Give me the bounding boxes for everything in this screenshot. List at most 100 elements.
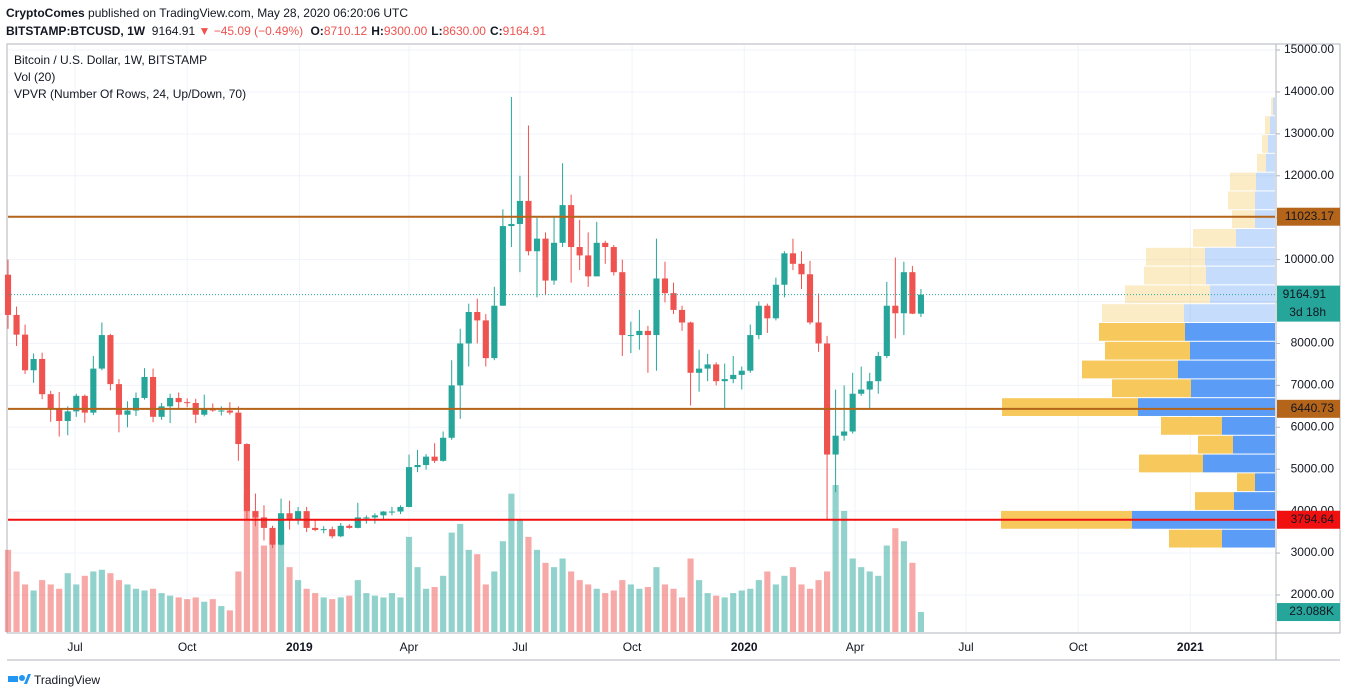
candle-body <box>380 511 387 516</box>
ohlc-label: L: <box>431 24 443 38</box>
volume-bar <box>380 597 387 632</box>
candle-body <box>175 397 182 403</box>
candle-body <box>226 410 233 413</box>
candle-body <box>696 368 703 373</box>
candle-body <box>431 456 438 461</box>
volume-bar <box>619 580 626 632</box>
vpvr-down <box>1144 266 1206 285</box>
volume-bar <box>141 590 148 632</box>
candle-body <box>465 312 472 344</box>
volume-bar <box>431 587 438 632</box>
volume-bar <box>73 584 80 632</box>
last-price-label: 9164.91 <box>1283 287 1327 301</box>
volume-bar <box>269 536 276 632</box>
volume-bar <box>798 584 805 632</box>
ohlc-value: 9300.00 <box>383 24 428 38</box>
candle-body <box>516 200 524 224</box>
volume-bar <box>670 588 677 632</box>
volume-bar <box>661 584 669 632</box>
volume-bar <box>738 590 745 632</box>
volume-bar <box>226 610 233 632</box>
volume-box <box>1277 603 1340 622</box>
vpvr-up <box>1255 210 1275 229</box>
candle-body <box>670 293 677 310</box>
volume-bar <box>346 595 353 632</box>
candle-body <box>883 305 890 357</box>
volume-bar <box>218 606 225 632</box>
y-tick-label: 12000.00 <box>1284 168 1334 182</box>
y-tick-label: 6000.00 <box>1291 419 1335 433</box>
candle-body <box>260 517 268 528</box>
candle-body <box>90 368 97 413</box>
volume-bar <box>704 593 711 632</box>
y-tick-label: 14000.00 <box>1284 84 1334 98</box>
candle-body <box>849 393 856 432</box>
volume-bar <box>184 599 191 632</box>
volume-bar <box>568 571 575 632</box>
volume-bar <box>781 575 788 632</box>
volume-bar <box>320 597 327 632</box>
volume-bar <box>124 584 131 632</box>
candle-body <box>909 272 916 314</box>
candle-body <box>64 411 71 422</box>
candle-body <box>610 247 617 273</box>
volume-bar <box>806 588 814 632</box>
vpvr-down <box>1099 322 1185 341</box>
candle-body <box>337 525 344 537</box>
ohlc-label: H: <box>371 24 384 38</box>
frame <box>6 43 1341 634</box>
volume-bar <box>414 567 421 632</box>
y-tick-label: 15000.00 <box>1284 42 1334 56</box>
volume-bar <box>465 549 472 632</box>
x-tick-label: Apr <box>400 640 419 654</box>
vpvr-down <box>1169 529 1222 548</box>
candle-body <box>644 330 651 336</box>
y-tick-label: 13000.00 <box>1284 126 1334 140</box>
volume-bar <box>167 595 174 632</box>
candle-body <box>900 272 907 314</box>
candle-body <box>858 389 865 394</box>
candle-body <box>550 242 558 281</box>
candle-body <box>917 294 924 314</box>
volume-bar <box>883 545 890 632</box>
volume-label: 23.088K <box>1289 604 1334 618</box>
volume-bar <box>286 567 293 632</box>
volume-bar <box>243 493 250 632</box>
vpvr-down <box>1102 304 1184 322</box>
candle-body <box>346 525 353 528</box>
volume-bar <box>499 541 506 632</box>
candle-body <box>713 364 720 382</box>
volume-bar <box>388 593 396 632</box>
candle-body <box>107 335 114 385</box>
vpvr-down <box>1271 97 1273 116</box>
candle-body <box>687 322 694 373</box>
x-tick-label: Jul <box>67 640 82 654</box>
vpvr-up <box>1138 398 1275 416</box>
candle-body <box>602 242 609 248</box>
volume-bar <box>644 587 651 632</box>
volume-bar <box>491 571 498 632</box>
vpvr-up <box>1233 435 1275 454</box>
volume-bar <box>900 541 907 632</box>
vpvr-up <box>1266 153 1275 172</box>
candle-body <box>277 513 285 545</box>
candle-body <box>235 412 242 445</box>
candle-body <box>329 529 336 537</box>
volume-bar <box>448 532 455 632</box>
candle-body <box>167 397 174 407</box>
footer-brand: TradingView <box>34 673 100 687</box>
vpvr-up <box>1222 529 1275 548</box>
candle-body <box>627 335 634 337</box>
vpvr-down <box>1232 210 1255 229</box>
symbol-line: BITSTAMP:BTCUSD, 1W 9164.91 ▼ −45.09 (−0… <box>6 22 546 40</box>
vpvr-down <box>1193 229 1236 247</box>
volume-bar <box>875 575 882 632</box>
vpvr-up <box>1236 229 1275 247</box>
candle-body <box>73 395 80 412</box>
candle-body <box>755 305 762 336</box>
volume-bar <box>201 601 208 632</box>
vpvr-down <box>1230 172 1256 191</box>
volume-bar <box>474 554 481 632</box>
publisher: CryptoComes <box>6 6 85 20</box>
candle-body <box>354 517 361 528</box>
